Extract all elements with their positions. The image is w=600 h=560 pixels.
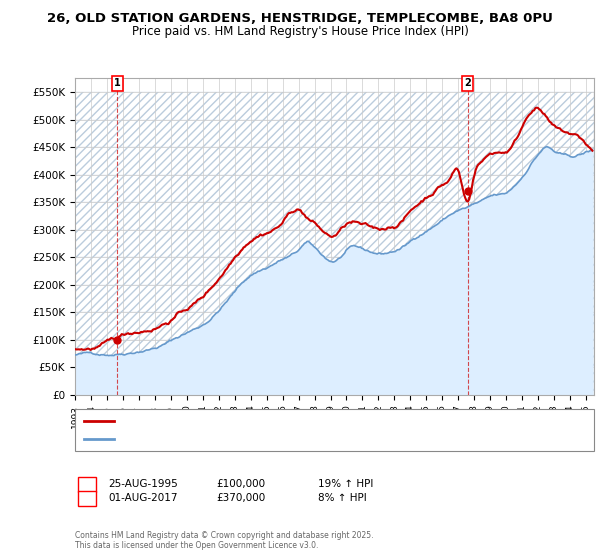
Bar xyxy=(75,202,594,230)
Text: 2: 2 xyxy=(464,78,471,88)
Bar xyxy=(75,367,594,395)
Bar xyxy=(75,120,594,147)
Text: 1: 1 xyxy=(114,78,121,88)
Text: 19% ↑ HPI: 19% ↑ HPI xyxy=(318,479,373,489)
Bar xyxy=(75,147,594,175)
Text: 8% ↑ HPI: 8% ↑ HPI xyxy=(318,493,367,503)
Bar xyxy=(75,92,594,120)
Text: 25-AUG-1995: 25-AUG-1995 xyxy=(108,479,178,489)
Text: 26, OLD STATION GARDENS, HENSTRIDGE, TEMPLECOMBE, BA8 0PU: 26, OLD STATION GARDENS, HENSTRIDGE, TEM… xyxy=(47,12,553,25)
Bar xyxy=(75,312,594,340)
Text: 26, OLD STATION GARDENS, HENSTRIDGE, TEMPLECOMBE, BA8 0PU (detached house): 26, OLD STATION GARDENS, HENSTRIDGE, TEM… xyxy=(120,416,508,425)
Bar xyxy=(75,340,594,367)
Text: Contains HM Land Registry data © Crown copyright and database right 2025.
This d: Contains HM Land Registry data © Crown c… xyxy=(75,530,373,550)
Text: £100,000: £100,000 xyxy=(216,479,265,489)
Bar xyxy=(75,175,594,202)
Text: 01-AUG-2017: 01-AUG-2017 xyxy=(108,493,178,503)
Bar xyxy=(75,257,594,284)
Text: Price paid vs. HM Land Registry's House Price Index (HPI): Price paid vs. HM Land Registry's House … xyxy=(131,25,469,38)
Text: 2: 2 xyxy=(83,493,91,503)
Text: HPI: Average price, detached house, Somerset: HPI: Average price, detached house, Some… xyxy=(120,435,331,444)
Bar xyxy=(75,230,594,257)
Bar xyxy=(75,284,594,312)
Text: £370,000: £370,000 xyxy=(216,493,265,503)
Text: 1: 1 xyxy=(83,479,91,489)
